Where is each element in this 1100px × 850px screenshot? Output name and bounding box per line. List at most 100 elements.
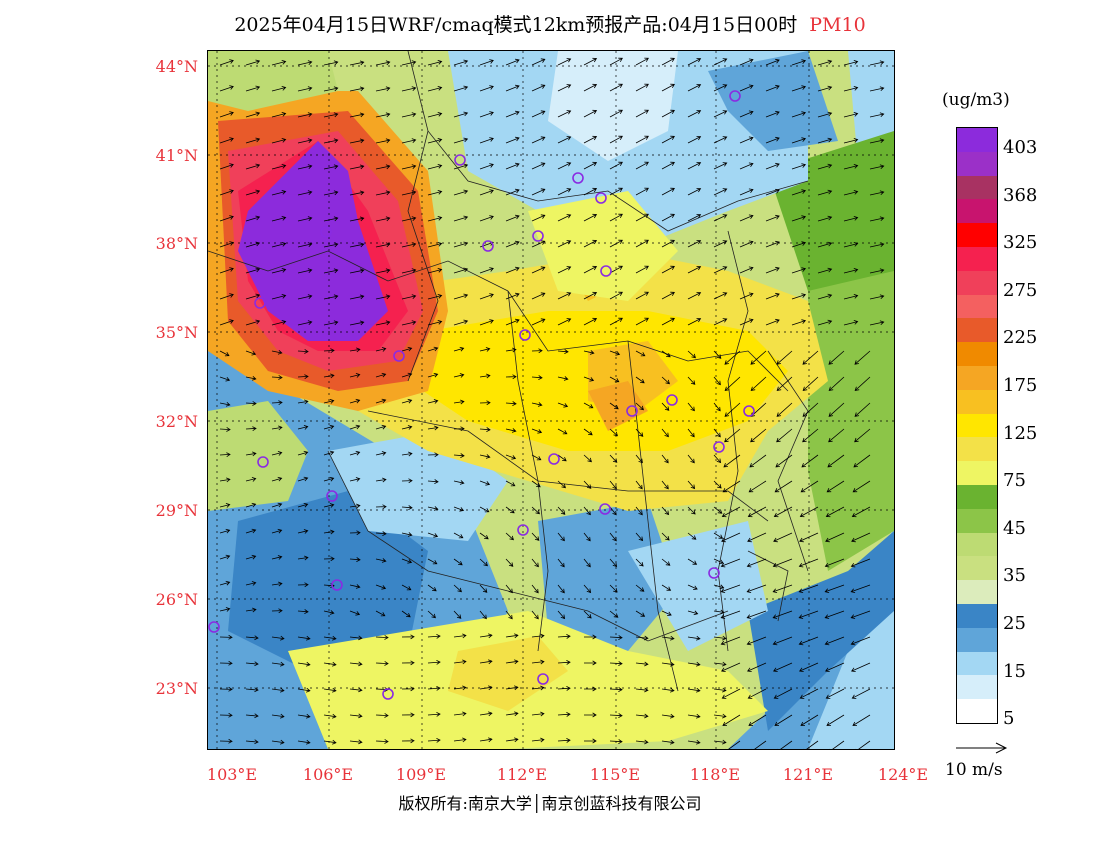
wind-vector <box>271 268 287 274</box>
wind-vector <box>583 350 595 355</box>
legend-bin <box>957 246 997 271</box>
wind-vector <box>531 633 545 639</box>
wind-vector <box>219 528 231 534</box>
wind-vector <box>661 687 675 693</box>
wind-vector <box>583 610 592 619</box>
wind-vector <box>297 555 309 561</box>
wind-vector <box>375 216 391 222</box>
wind-vector <box>427 268 443 274</box>
wind-vector <box>505 240 520 248</box>
wind-vector <box>557 402 569 408</box>
wind-vector <box>720 636 741 646</box>
wind-vector <box>323 476 335 482</box>
wind-vector <box>297 138 313 144</box>
wind-vector <box>505 610 513 620</box>
wind-vector <box>661 532 670 541</box>
wind-vector <box>479 215 494 222</box>
wind-vector <box>772 610 793 619</box>
wind-vector <box>505 374 517 380</box>
wind-vector <box>453 241 469 248</box>
wind-vector <box>557 506 566 515</box>
wind-vector <box>297 268 313 274</box>
wind-vector <box>245 502 257 508</box>
wind-vector <box>401 60 417 66</box>
wind-vector <box>635 291 649 300</box>
legend-bin <box>957 627 997 652</box>
wind-vector <box>401 346 413 352</box>
wind-vector <box>765 58 780 66</box>
wind-vector <box>720 610 741 619</box>
wind-vector <box>531 454 542 461</box>
wind-vector <box>687 454 695 464</box>
wind-vector <box>583 135 598 144</box>
lat-label-23: 23°N <box>155 679 198 698</box>
wind-vector <box>713 214 728 222</box>
wind-vector <box>609 687 623 692</box>
wind-vector <box>479 711 493 717</box>
wind-vector <box>583 558 591 568</box>
wind-vector <box>297 190 313 196</box>
wind-vector <box>245 59 261 66</box>
wind-vector <box>687 610 699 616</box>
wind-vector <box>531 292 546 300</box>
wind-vector <box>635 187 649 196</box>
wind-vector <box>635 713 649 719</box>
wind-vector <box>687 292 702 300</box>
wind-vector <box>687 110 702 118</box>
wind-vector <box>557 136 572 144</box>
legend-bin <box>957 413 997 438</box>
wind-vector <box>297 582 309 588</box>
wind-vector <box>720 584 741 593</box>
lon-label-124: 124°E <box>877 765 929 784</box>
wind-vector <box>583 532 591 542</box>
wind-vector <box>453 163 469 170</box>
wind-vector <box>557 188 572 196</box>
wind-vector <box>349 661 363 667</box>
legend-bin <box>957 484 997 509</box>
wind-vector <box>219 215 234 222</box>
wind-vector <box>721 532 741 543</box>
wind-vector <box>505 480 516 487</box>
wind-vector <box>609 610 619 618</box>
wind-vector <box>713 609 725 615</box>
wind-vector <box>531 240 546 248</box>
wind-vector <box>557 214 572 222</box>
lat-label-41: 41°N <box>155 146 198 165</box>
wind-vector <box>713 58 728 66</box>
wind-vector <box>531 428 543 434</box>
wind-vector <box>583 291 598 300</box>
wind-vector <box>479 163 494 170</box>
wind-vector <box>245 401 257 406</box>
wind-vector <box>297 425 309 430</box>
legend-label: 35 <box>1003 565 1026 587</box>
wind-vector <box>479 532 489 540</box>
wind-vector <box>531 685 545 691</box>
wind-vector <box>531 610 539 620</box>
wind-vector <box>245 215 261 222</box>
wind-vector <box>219 293 234 300</box>
wind-vector <box>854 428 871 443</box>
wind-vector <box>349 424 361 430</box>
wind-vector <box>609 558 618 568</box>
wind-vector <box>297 502 309 508</box>
wind-vector <box>791 111 807 118</box>
wind-vector <box>609 187 623 196</box>
legend-label: 45 <box>1003 517 1026 539</box>
wind-vector <box>349 503 361 509</box>
wind-vector <box>427 584 437 592</box>
wind-vector <box>453 319 469 326</box>
wind-vector <box>323 348 335 354</box>
wind-vector <box>531 659 545 665</box>
wind-vector <box>427 372 439 378</box>
wind-vector <box>746 636 767 646</box>
wind-vector <box>826 714 845 726</box>
wind-vector <box>843 138 859 144</box>
wind-vector <box>453 189 469 196</box>
wind-vector <box>297 399 309 405</box>
legend-label: 275 <box>1003 279 1038 301</box>
legend-label: 368 <box>1003 184 1038 206</box>
wind-vector <box>661 239 675 248</box>
wind-vector <box>427 685 441 691</box>
wind-vector <box>427 242 443 248</box>
wind-vector <box>401 660 415 666</box>
